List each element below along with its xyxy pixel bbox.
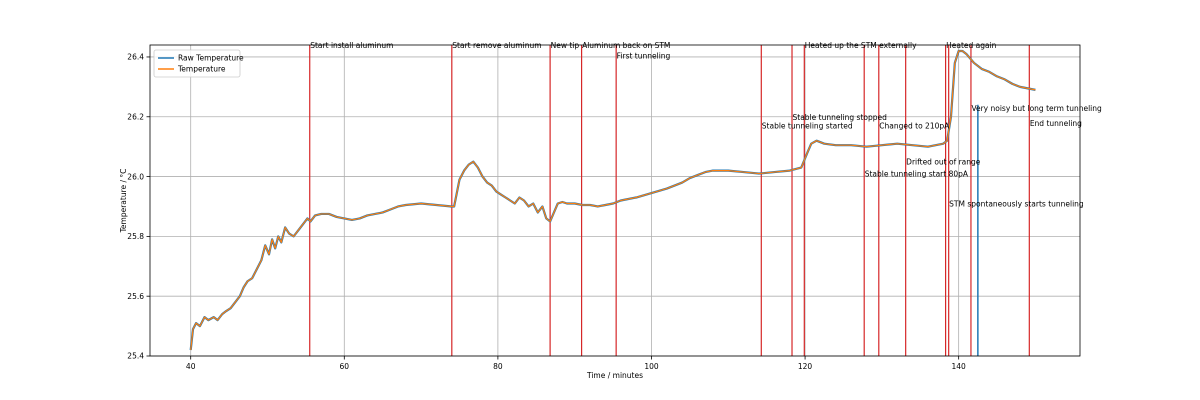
x-tick-label: 80 — [493, 362, 503, 371]
event-label: Heated up the STM externally — [805, 41, 917, 50]
event-label: Aluminum back on STM — [582, 41, 670, 50]
x-tick-label: 140 — [951, 362, 966, 371]
event-label: End tunneling — [1030, 119, 1082, 128]
y-tick-label: 26.2 — [127, 112, 144, 121]
legend-entry: Temperature — [177, 65, 226, 74]
event-label: First tunneling — [617, 51, 671, 60]
event-label: New tip — [551, 41, 580, 50]
event-label: Start remove aluminum — [452, 41, 541, 50]
x-tick-label: 60 — [340, 362, 350, 371]
event-lines — [309, 45, 1030, 356]
legend: Raw Temperature Temperature — [153, 49, 244, 78]
legend-entry: Raw Temperature — [178, 54, 244, 63]
event-label: Stable tunneling start 80pA — [865, 170, 969, 179]
event-label: STM spontaneously starts tunneling — [949, 199, 1084, 208]
y-axis-label: Temperature / °C — [119, 169, 128, 234]
y-tick-label: 25.6 — [127, 292, 144, 301]
y-tick-label: 25.4 — [127, 352, 144, 361]
y-axis-ticks: 25.4 25.6 25.8 26.0 26.2 26.4 — [127, 53, 150, 361]
legend-box — [153, 49, 241, 78]
x-tick-label: 120 — [798, 362, 813, 371]
data-series — [189, 49, 1036, 356]
event-label: Heated again — [946, 41, 997, 50]
y-tick-label: 26.0 — [127, 172, 144, 181]
event-label: Start install aluminum — [310, 41, 393, 50]
axes-frame — [149, 44, 1081, 357]
event-label: Changed to 210pA — [879, 122, 950, 131]
event-labels: Start install aluminum Start remove alumi… — [310, 41, 1102, 208]
y-tick-label: 26.4 — [127, 53, 144, 62]
event-label: Stable tunneling stopped — [793, 113, 888, 122]
temperature-line — [190, 50, 1036, 351]
x-axis-ticks: 40 60 80 100 120 140 — [186, 356, 966, 371]
x-axis-label: Time / minutes — [586, 371, 643, 380]
x-tick-label: 40 — [186, 362, 196, 371]
event-label: Very noisy but long term tunneling — [971, 104, 1102, 113]
x-tick-label: 100 — [644, 362, 659, 371]
event-label: Stable tunneling started — [762, 122, 853, 131]
event-label: Drifted out of range — [906, 158, 981, 167]
y-tick-label: 25.8 — [127, 232, 144, 241]
